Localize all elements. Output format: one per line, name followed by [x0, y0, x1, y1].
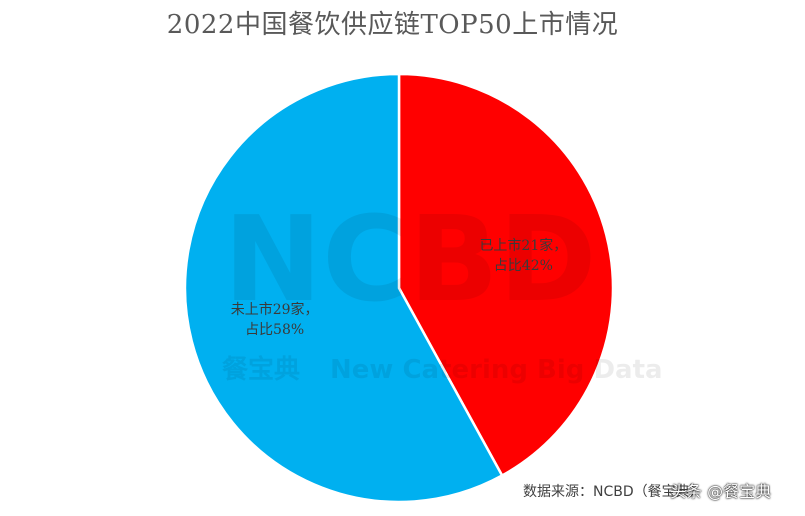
- slice-label-0-line1: 已上市21家，: [479, 237, 567, 254]
- slice-label-1-line2: 占比58%: [245, 322, 304, 338]
- credit-watermark: 头条 @餐宝典: [670, 482, 772, 501]
- watermark: NCBD 餐宝典 New Catering Big Data: [222, 190, 663, 385]
- chart-title: 2022中国餐饮供应链TOP50上市情况: [166, 10, 619, 40]
- pie-slices: [183, 72, 615, 504]
- slice-label-1-line1: 未上市29家，: [231, 301, 319, 318]
- watermark-brand-en: New Catering Big Data: [330, 355, 663, 385]
- source-note: 数据来源：NCBD（餐宝典）: [523, 484, 704, 500]
- watermark-brand-cn: 餐宝典: [222, 354, 300, 385]
- pie-slice-0: [397, 72, 615, 478]
- slice-label-0-line2: 占比42%: [494, 258, 553, 274]
- pie-slice-1: [183, 72, 504, 504]
- slice-labels: 已上市21家， 占比42% 未上市29家， 占比58%: [231, 237, 568, 338]
- watermark-logo: NCBD: [223, 190, 596, 328]
